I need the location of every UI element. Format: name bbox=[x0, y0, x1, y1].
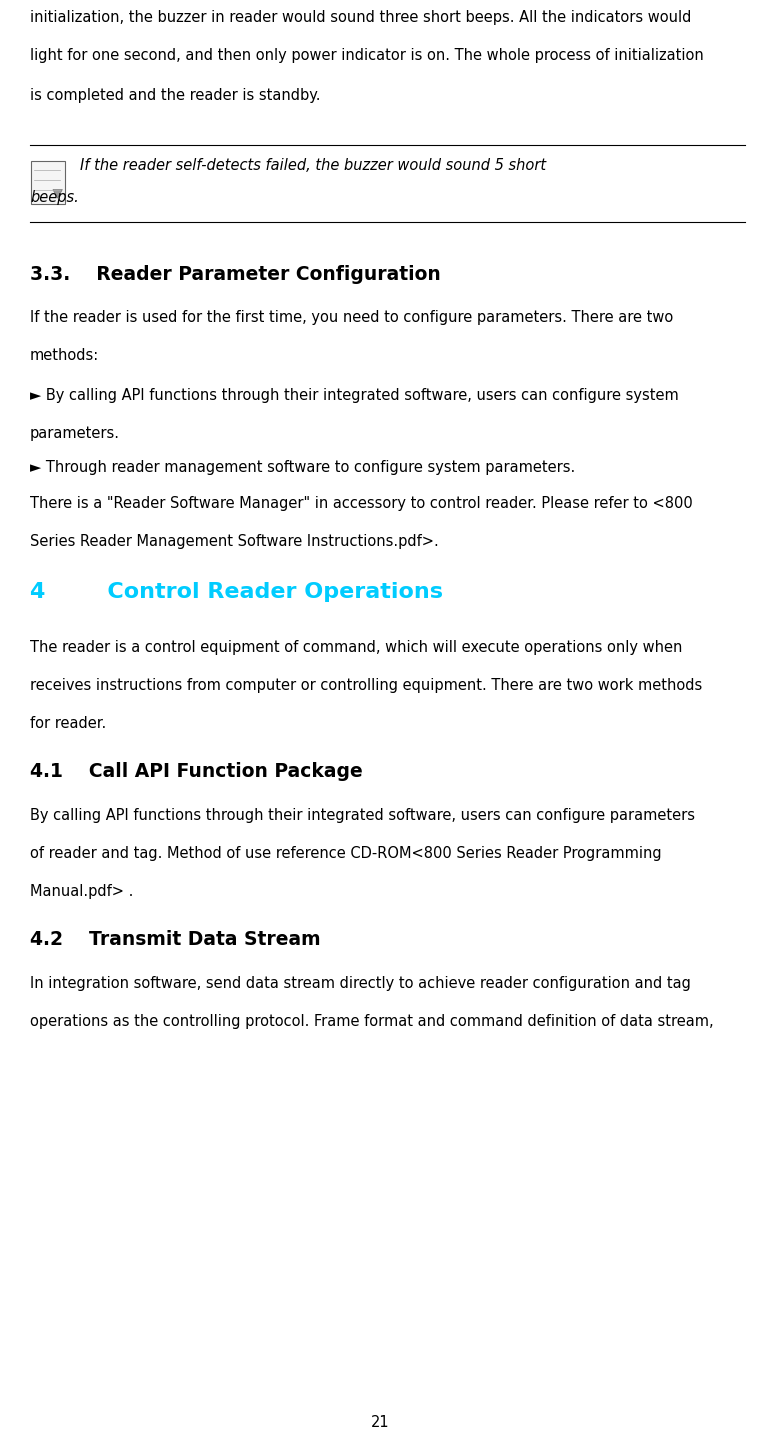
Text: of reader and tag. Method of use reference CD-ROM<800 Series Reader Programming: of reader and tag. Method of use referen… bbox=[30, 846, 661, 861]
Text: for reader.: for reader. bbox=[30, 715, 107, 731]
Text: There is a "Reader Software Manager" in accessory to control reader. Please refe: There is a "Reader Software Manager" in … bbox=[30, 496, 693, 510]
Text: Manual.pdf> .: Manual.pdf> . bbox=[30, 884, 133, 899]
Text: ► By calling API functions through their integrated software, users can configur: ► By calling API functions through their… bbox=[30, 388, 679, 403]
Text: Series Reader Management Software Instructions.pdf>.: Series Reader Management Software Instru… bbox=[30, 534, 439, 550]
Text: 4        Control Reader Operations: 4 Control Reader Operations bbox=[30, 582, 443, 602]
Polygon shape bbox=[53, 189, 62, 198]
Text: If the reader is used for the first time, you need to configure parameters. Ther: If the reader is used for the first time… bbox=[30, 310, 673, 326]
Text: beeps.: beeps. bbox=[30, 190, 78, 205]
FancyBboxPatch shape bbox=[31, 161, 65, 205]
Text: 4.2    Transmit Data Stream: 4.2 Transmit Data Stream bbox=[30, 931, 320, 949]
Text: In integration software, send data stream directly to achieve reader configurati: In integration software, send data strea… bbox=[30, 976, 691, 992]
Text: By calling API functions through their integrated software, users can configure : By calling API functions through their i… bbox=[30, 808, 695, 823]
Text: 3.3.    Reader Parameter Configuration: 3.3. Reader Parameter Configuration bbox=[30, 265, 441, 284]
Text: The reader is a control equipment of command, which will execute operations only: The reader is a control equipment of com… bbox=[30, 640, 683, 654]
Text: initialization, the buzzer in reader would sound three short beeps. All the indi: initialization, the buzzer in reader wou… bbox=[30, 10, 692, 25]
Text: ► Through reader management software to configure system parameters.: ► Through reader management software to … bbox=[30, 459, 575, 475]
Text: 4.1    Call API Function Package: 4.1 Call API Function Package bbox=[30, 762, 363, 781]
Text: operations as the controlling protocol. Frame format and command definition of d: operations as the controlling protocol. … bbox=[30, 1013, 714, 1029]
Text: is completed and the reader is standby.: is completed and the reader is standby. bbox=[30, 89, 320, 103]
Text: methods:: methods: bbox=[30, 348, 99, 364]
Text: light for one second, and then only power indicator is on. The whole process of : light for one second, and then only powe… bbox=[30, 48, 704, 63]
Text: If the reader self-detects failed, the buzzer would sound 5 short: If the reader self-detects failed, the b… bbox=[80, 158, 546, 173]
Text: receives instructions from computer or controlling equipment. There are two work: receives instructions from computer or c… bbox=[30, 678, 702, 694]
Text: parameters.: parameters. bbox=[30, 426, 120, 441]
Text: 21: 21 bbox=[371, 1415, 390, 1429]
